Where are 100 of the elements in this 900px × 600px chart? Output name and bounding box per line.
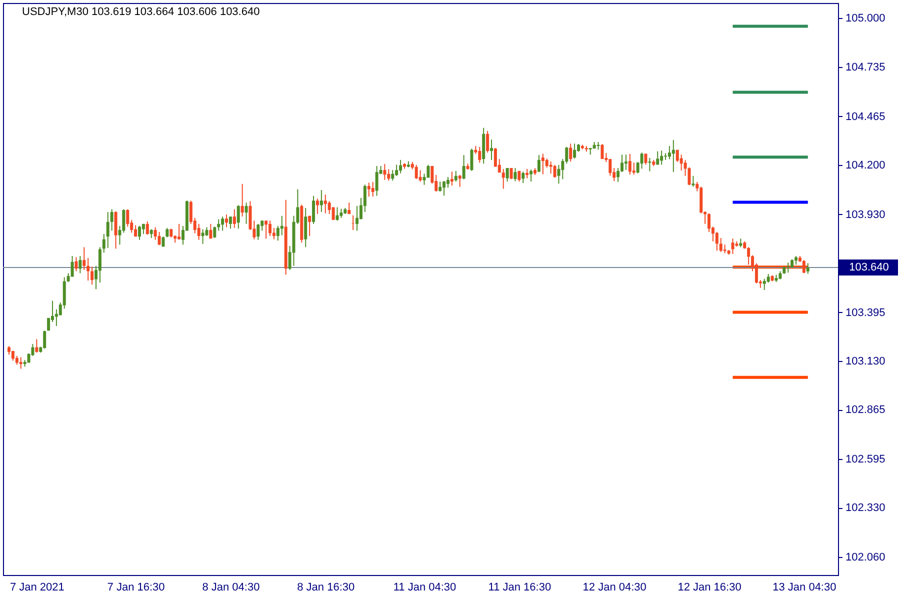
- candlestick: [375, 165, 378, 196]
- candlestick: [458, 174, 462, 188]
- candlestick: [640, 152, 644, 170]
- candlestick: [201, 228, 204, 244]
- candlestick: [340, 208, 343, 218]
- candlestick: [178, 223, 181, 240]
- candlestick: [256, 223, 260, 240]
- candlestick: [221, 216, 224, 232]
- candlestick: [43, 330, 46, 350]
- x-tick-label: 13 Jan 04:30: [772, 582, 836, 594]
- candlestick: [82, 246, 86, 270]
- candlestick: [336, 206, 339, 222]
- candlestick: [228, 216, 232, 230]
- candlestick: [122, 208, 126, 234]
- candlestick: [648, 157, 652, 172]
- chart-title: USDJPY,M30 103.619 103.664 103.606 103.640: [22, 6, 260, 18]
- candlestick: [660, 150, 664, 166]
- candlestick: [268, 220, 272, 237]
- y-tick-label: 104.465: [846, 110, 886, 123]
- x-tick-label: 12 Jan 04:30: [582, 582, 646, 594]
- candlestick: [367, 182, 370, 198]
- candlestick: [731, 238, 734, 254]
- candlestick: [762, 278, 766, 290]
- candlestick: [446, 176, 450, 188]
- candlestick: [146, 220, 149, 236]
- x-tick-label: 8 Jan 16:30: [297, 582, 355, 594]
- candlestick: [624, 154, 628, 171]
- candlestick: [138, 225, 141, 240]
- candlestick: [126, 208, 130, 228]
- candlestick: [454, 170, 458, 182]
- candlestick: [264, 220, 268, 240]
- candlestick: [232, 208, 236, 228]
- candlestick: [537, 154, 540, 173]
- candlestick: [19, 356, 22, 370]
- candlestick: [490, 139, 493, 160]
- candlestick: [78, 256, 82, 274]
- candlestick: [90, 266, 94, 286]
- candlestick: [569, 143, 572, 162]
- candlestick: [387, 168, 390, 182]
- candlestick: [486, 130, 490, 154]
- candlestick: [106, 212, 110, 248]
- y-tick-label: 103.930: [846, 208, 886, 221]
- candlestick: [371, 181, 374, 198]
- candlestick: [478, 146, 482, 164]
- candlestick: [632, 162, 636, 176]
- candlestick: [276, 225, 280, 242]
- candlestick: [462, 154, 466, 180]
- candlestick: [708, 212, 711, 232]
- x-tick-label: 7 Jan 2021: [10, 582, 64, 594]
- candlestick: [644, 153, 648, 166]
- candlestick: [399, 159, 402, 174]
- candlestick: [54, 308, 58, 327]
- candlestick: [209, 223, 212, 240]
- x-tick-label: 11 Jan 16:30: [488, 582, 552, 594]
- y-tick-label: 104.200: [846, 159, 886, 172]
- candlestick: [154, 226, 157, 240]
- candlestick: [213, 226, 216, 239]
- candlestick: [526, 168, 529, 179]
- candlestick: [620, 154, 624, 173]
- candlestick: [418, 170, 422, 182]
- candlestick: [240, 183, 244, 218]
- y-tick-label: 103.395: [846, 306, 886, 319]
- candlestick: [312, 195, 316, 224]
- candlestick: [802, 260, 806, 274]
- candlestick: [506, 168, 509, 182]
- candlestick: [86, 258, 90, 282]
- y-tick-label: 104.735: [846, 61, 886, 74]
- candlestick: [414, 164, 418, 180]
- candlestick: [668, 146, 671, 160]
- ref-line-label: 103.640: [849, 262, 889, 274]
- x-tick-label: 12 Jan 16:30: [678, 582, 742, 594]
- candlestick: [70, 256, 74, 278]
- candlestick: [316, 198, 319, 215]
- candlestick: [324, 194, 327, 214]
- candlestick: [628, 153, 632, 176]
- candlestick: [530, 169, 533, 182]
- candlestick: [352, 214, 355, 230]
- y-tick-label: 102.060: [846, 552, 886, 564]
- candlestick: [450, 171, 454, 186]
- candlestick: [522, 171, 525, 184]
- candlestick: [442, 180, 446, 196]
- y-tick-label: 102.865: [846, 404, 886, 416]
- candlestick: [225, 214, 228, 228]
- candlestick: [672, 139, 675, 173]
- candlestick: [656, 150, 660, 166]
- candlestick: [114, 210, 118, 250]
- candlestick: [573, 143, 576, 160]
- y-tick-label: 103.130: [846, 356, 886, 368]
- candlestick: [35, 338, 38, 354]
- candlestick: [747, 246, 750, 266]
- candlestick: [280, 215, 284, 236]
- candlestick: [383, 163, 386, 180]
- candlestick: [541, 153, 544, 175]
- candlestick: [102, 234, 106, 254]
- candlestick: [676, 149, 679, 162]
- candlestick: [166, 227, 169, 238]
- candlestick: [304, 207, 308, 248]
- y-tick-label: 105.000: [846, 12, 886, 25]
- candlestick: [74, 256, 78, 272]
- candlestick: [502, 168, 505, 190]
